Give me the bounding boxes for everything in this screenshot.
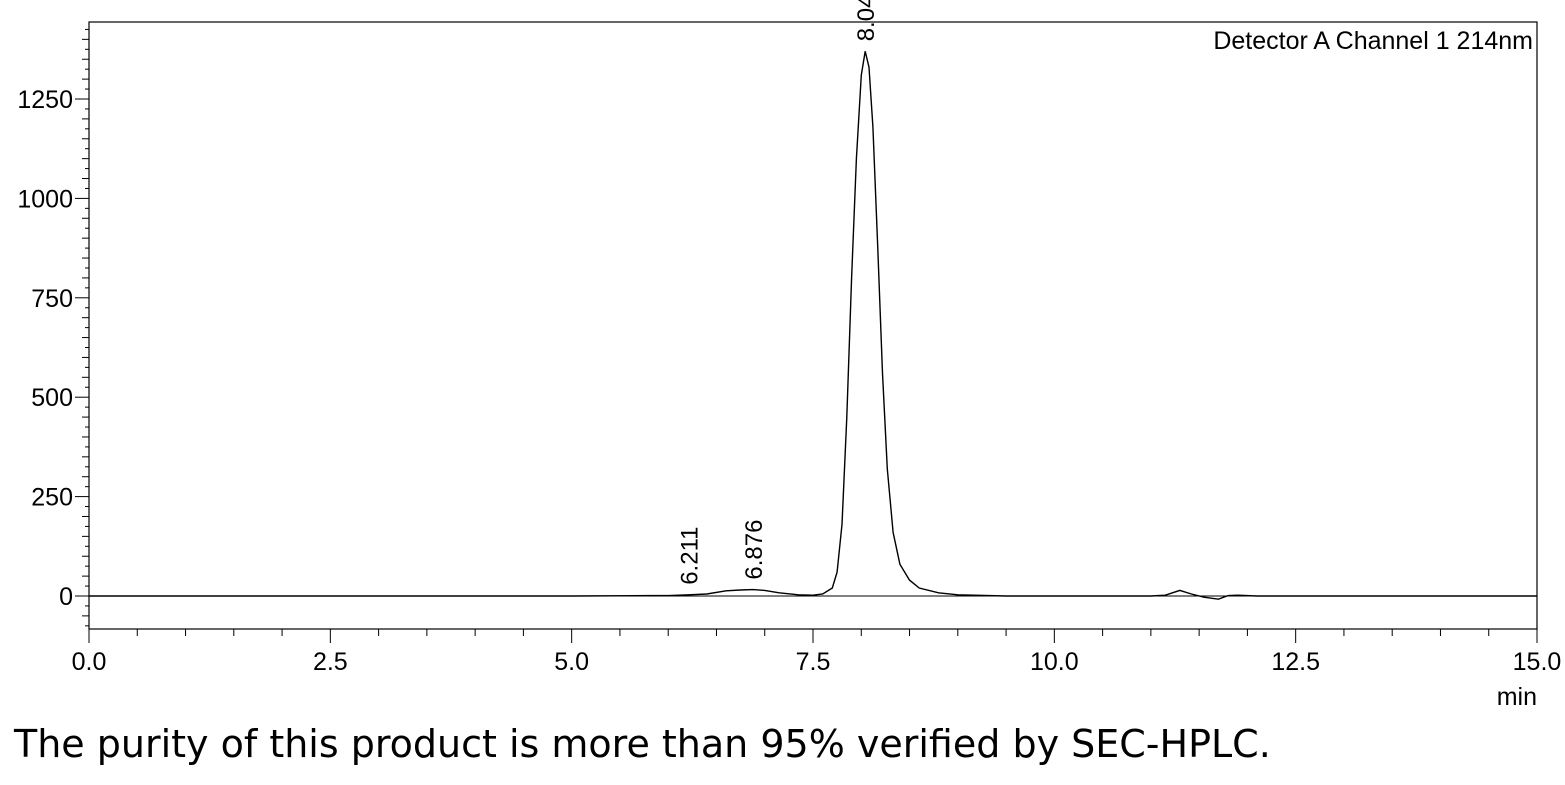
detector-title: Detector A Channel 1 214nm <box>1213 27 1533 55</box>
x-tick-label: 0.0 <box>72 648 107 676</box>
plot-frame <box>88 21 1538 630</box>
x-tick-label: 12.5 <box>1271 648 1320 676</box>
peak-label: 6.211 <box>677 527 704 585</box>
y-tick-label: 250 <box>31 484 73 512</box>
x-tick-label: 15.0 <box>1513 648 1562 676</box>
y-tick-label: 1000 <box>17 185 73 213</box>
x-tick-label: 10.0 <box>1030 648 1079 676</box>
peak-label: 8.041 <box>853 0 880 41</box>
chromatogram-chart: 0 250 500 750 1000 1250 0.0 2.5 5.0 7.5 10.0 12.5 1… <box>17 0 1562 711</box>
x-tick-label: 2.5 <box>313 648 348 676</box>
chromatogram-trace <box>89 51 1537 600</box>
y-tick-label: 500 <box>31 384 73 412</box>
y-axis: 0 250 500 750 1000 1250 <box>17 28 89 627</box>
x-tick-label: 7.5 <box>796 648 831 676</box>
x-axis-unit-label: min <box>1497 683 1537 711</box>
peak-labels: 6.211 6.876 8.041 <box>677 0 881 585</box>
y-tick-label: 1250 <box>17 86 73 114</box>
peak-label: 6.876 <box>741 520 768 580</box>
x-tick-label: 5.0 <box>554 648 589 676</box>
y-tick-label: 750 <box>31 285 73 313</box>
y-tick-label: 0 <box>59 583 73 611</box>
purity-caption: The purity of this product is more than … <box>14 722 1271 766</box>
x-axis: 0.0 2.5 5.0 7.5 10.0 12.5 15.0 <box>72 629 1562 676</box>
